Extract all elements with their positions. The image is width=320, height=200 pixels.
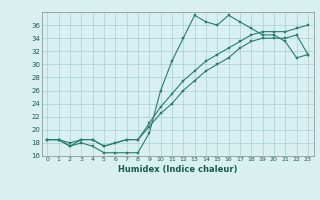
X-axis label: Humidex (Indice chaleur): Humidex (Indice chaleur) xyxy=(118,165,237,174)
